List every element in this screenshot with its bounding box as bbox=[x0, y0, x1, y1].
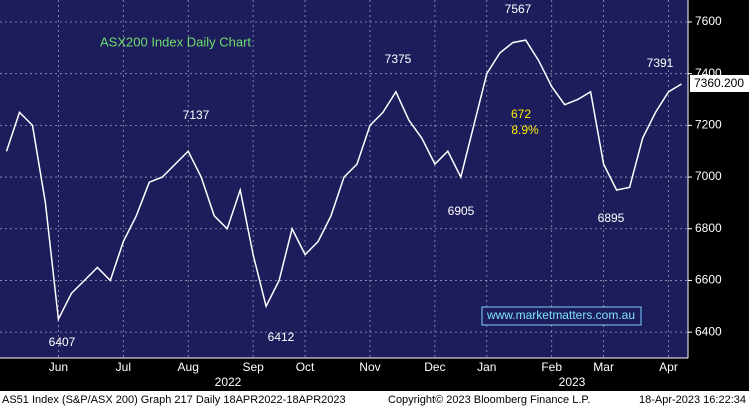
x-tick-label: Aug bbox=[178, 360, 199, 374]
x-tick-label: Jan bbox=[477, 360, 496, 374]
year-label: 2022 bbox=[215, 375, 242, 389]
x-tick-label: Dec bbox=[424, 360, 445, 374]
footer-bar bbox=[0, 391, 749, 409]
x-tick-label: Mar bbox=[593, 360, 614, 374]
annotation: 7137 bbox=[183, 108, 210, 122]
x-tick-label: Jul bbox=[116, 360, 131, 374]
annotation: 8.9% bbox=[511, 123, 539, 137]
watermark-box bbox=[481, 306, 642, 326]
y-tick-label: 7000 bbox=[695, 169, 722, 183]
x-tick-label: Nov bbox=[359, 360, 380, 374]
x-tick-label: Jun bbox=[49, 360, 68, 374]
y-tick-label: 7200 bbox=[695, 118, 722, 132]
axis-area bbox=[688, 0, 749, 391]
chart-title: ASX200 Index Daily Chart bbox=[100, 34, 251, 49]
y-tick-label: 6400 bbox=[695, 324, 722, 338]
y-tick-label: 6800 bbox=[695, 221, 722, 235]
annotation: 6407 bbox=[49, 335, 76, 349]
price-line bbox=[5, 39, 682, 322]
y-tick-label: 7600 bbox=[695, 14, 722, 28]
annotation: 7391 bbox=[647, 56, 674, 70]
footer-text: AS51 Index (S&P/ASX 200) Graph 217 Daily… bbox=[2, 394, 346, 406]
year-label: 2023 bbox=[559, 375, 586, 389]
y-tick-label: 7400 bbox=[695, 66, 722, 80]
annotation: 6412 bbox=[268, 330, 295, 344]
footer-text: Copyright© 2023 Bloomberg Finance L.P. bbox=[388, 394, 590, 406]
x-tick-label: Oct bbox=[296, 360, 315, 374]
annotation: 7375 bbox=[385, 52, 412, 66]
annotation: 672 bbox=[511, 107, 531, 121]
watermark: www.marketmatters.com.au bbox=[486, 308, 635, 322]
x-tick-label: Feb bbox=[541, 360, 562, 374]
x-axis-area bbox=[0, 358, 688, 391]
annotation: 6895 bbox=[598, 211, 625, 225]
footer-text: 18-Apr-2023 16:22:34 bbox=[639, 394, 746, 406]
x-tick-label: Apr bbox=[659, 360, 678, 374]
last-price-box bbox=[690, 75, 749, 92]
last-price-label: 7360.200 bbox=[694, 76, 744, 90]
annotation: 6905 bbox=[448, 204, 475, 218]
x-tick-label: Sep bbox=[242, 360, 264, 374]
y-tick-label: 6600 bbox=[695, 273, 722, 287]
annotation: 7567 bbox=[505, 2, 532, 16]
